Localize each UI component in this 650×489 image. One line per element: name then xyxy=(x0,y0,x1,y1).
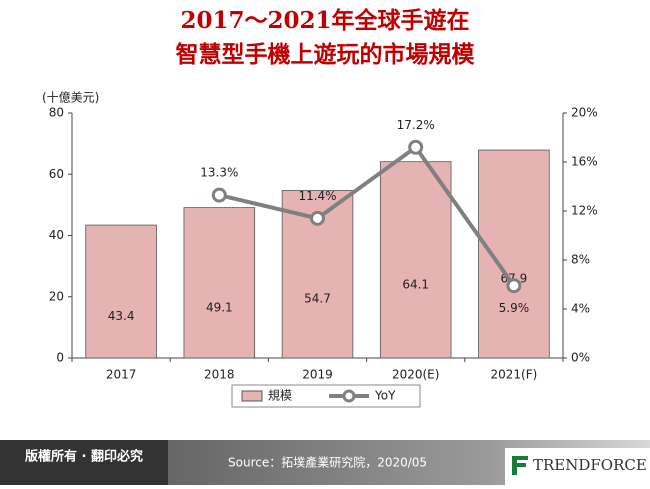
bar-value-label: 64.1 xyxy=(402,277,429,291)
x-tick-label: 2019 xyxy=(302,368,333,382)
x-tick-label: 2021(F) xyxy=(490,368,537,382)
y2-tick-label: 16% xyxy=(571,155,598,169)
copyright-box xyxy=(0,440,168,485)
logo: TRENDFORCE xyxy=(533,456,647,474)
x-tick-label: 2018 xyxy=(204,368,235,382)
line-marker xyxy=(310,210,325,226)
y-tick-label: 80 xyxy=(49,106,64,120)
x-tick-label: 2020(E) xyxy=(392,368,439,382)
y2-tick-label: 12% xyxy=(571,204,598,218)
copyright: 版權所有 · 翻印必究 xyxy=(25,449,143,465)
line-marker xyxy=(211,187,227,203)
chart-title: 2017～2021年全球手遊在 xyxy=(180,7,469,34)
x-tick-label: 2017 xyxy=(106,368,137,382)
bar-value-label: 43.4 xyxy=(108,309,135,323)
line-value-label: 5.9% xyxy=(499,301,530,315)
bar-value-label: 49.1 xyxy=(206,300,233,314)
bar xyxy=(85,224,157,359)
logo-icon xyxy=(512,456,528,475)
line-value-label: 17.2% xyxy=(397,118,435,132)
chart-title: 智慧型手機上遊玩的市場規模 xyxy=(176,41,476,68)
line-value-label: 11.4% xyxy=(298,189,336,203)
y2-tick-label: 4% xyxy=(571,302,590,316)
y2-tick-label: 0% xyxy=(571,351,590,365)
y-tick-label: 20 xyxy=(49,289,64,303)
legend-swatch xyxy=(241,390,263,402)
logo-box xyxy=(505,448,650,485)
bar-value-label: 54.7 xyxy=(304,292,331,306)
bar xyxy=(183,207,256,359)
line xyxy=(218,144,516,287)
y-axis-label: (十億美元) xyxy=(42,91,99,105)
y-tick-label: 60 xyxy=(49,167,64,181)
line-marker xyxy=(408,139,424,155)
y2-tick-label: 8% xyxy=(571,253,590,267)
y2-tick-label: 20% xyxy=(571,106,598,120)
legend-swatch xyxy=(342,389,356,403)
line-marker xyxy=(506,278,522,294)
legend-label: 規模 xyxy=(268,388,292,403)
line-value-label: 13.3% xyxy=(200,166,238,180)
y-tick-label: 40 xyxy=(49,228,64,242)
legend-box xyxy=(231,384,421,408)
source: Source：拓墣產業研究院，2020/05 xyxy=(228,455,427,470)
bar xyxy=(379,161,452,359)
y-tick-label: 0 xyxy=(56,351,64,365)
legend-label: YoY xyxy=(374,389,396,403)
